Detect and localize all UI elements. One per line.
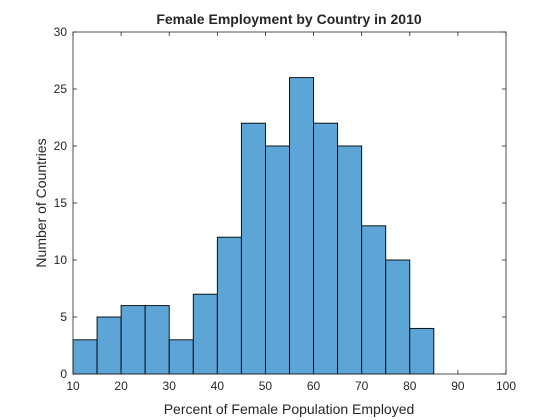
histogram-bar [168, 339, 194, 375]
histogram-bar [337, 145, 363, 375]
histogram-bar [240, 122, 266, 375]
x-tick-label: 10 [66, 379, 80, 393]
histogram-bar [72, 339, 98, 375]
y-tick-label: 15 [54, 196, 68, 210]
histogram-bar [192, 293, 218, 375]
y-tick-label: 25 [54, 82, 68, 96]
plot-area: 10 20 30 40 50 60 70 80 90 100 0 5 10 15 20 25 30 [54, 25, 517, 393]
x-tick-label: 20 [114, 379, 128, 393]
histogram-bar [289, 77, 315, 375]
x-tick-label: 50 [259, 379, 273, 393]
y-tick-label: 5 [60, 310, 67, 324]
y-tick-label: 20 [54, 139, 68, 153]
histogram-bar [144, 305, 170, 375]
histogram-bar [385, 259, 411, 375]
histogram-bar [264, 145, 290, 375]
y-tick-label: 0 [60, 367, 67, 381]
x-tick-label: 30 [163, 379, 177, 393]
x-tick-label: 60 [307, 379, 321, 393]
y-tick-label: 10 [54, 253, 68, 267]
histogram-bar [409, 327, 435, 375]
x-tick-label: 80 [403, 379, 417, 393]
histogram-bar [216, 236, 242, 375]
histogram-bar [120, 305, 146, 375]
histogram-bar [96, 316, 122, 375]
histogram-bar [361, 225, 387, 375]
x-tick-label: 100 [496, 379, 516, 393]
x-tick-label: 40 [211, 379, 225, 393]
y-axis-label: Number of Countries [33, 138, 49, 267]
x-tick-label: 70 [355, 379, 369, 393]
chart-title: Female Employment by Country in 2010 [156, 11, 422, 27]
histogram-bar [313, 122, 339, 375]
x-axis-label: Percent of Female Population Employed [164, 401, 415, 417]
y-tick-label: 30 [54, 25, 68, 39]
x-tick-label: 90 [451, 379, 465, 393]
